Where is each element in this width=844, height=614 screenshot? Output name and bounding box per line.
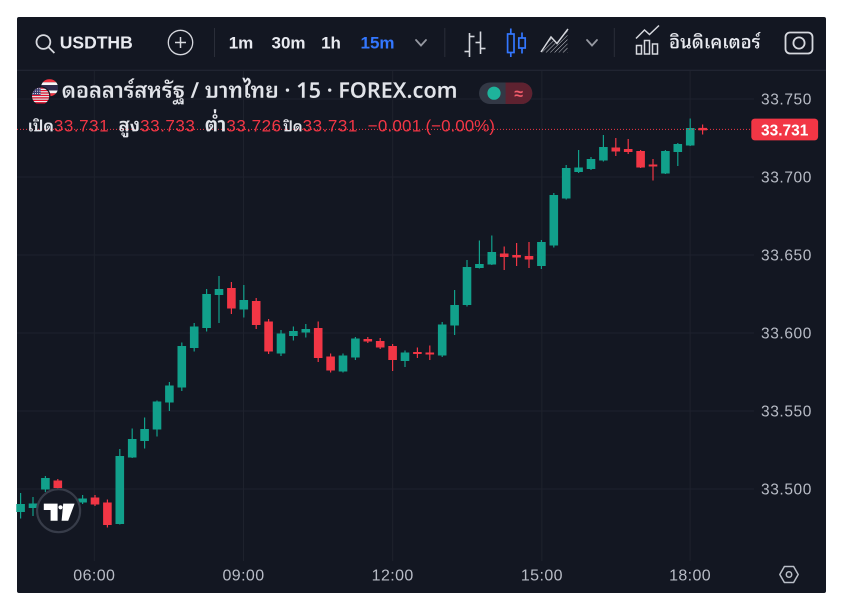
svg-text:15m: 15m [360, 33, 394, 52]
svg-text:(−0.00%): (−0.00%) [426, 116, 495, 135]
svg-text:09:00: 09:00 [222, 568, 264, 585]
svg-text:33.500: 33.500 [761, 482, 812, 499]
svg-text:33.731: 33.731 [303, 116, 358, 135]
svg-text:18:00: 18:00 [669, 568, 711, 585]
svg-text:33.731: 33.731 [761, 123, 809, 140]
svg-text:1m: 1m [229, 33, 254, 52]
svg-text:≈: ≈ [514, 86, 523, 103]
svg-text:USDTHB: USDTHB [60, 33, 133, 53]
svg-text:33.650: 33.650 [761, 248, 812, 265]
svg-text:−0.001: −0.001 [368, 116, 422, 135]
svg-text:06:00: 06:00 [73, 568, 115, 585]
svg-text:15:00: 15:00 [521, 568, 563, 585]
svg-text:33.733: 33.733 [140, 116, 195, 135]
svg-text:33.731: 33.731 [54, 116, 109, 135]
svg-text:33.726: 33.726 [226, 116, 281, 135]
svg-text:33.700: 33.700 [761, 170, 812, 187]
svg-text:12:00: 12:00 [372, 568, 414, 585]
svg-text:1h: 1h [321, 33, 341, 52]
svg-text:33.750: 33.750 [761, 92, 812, 109]
svg-text:33.550: 33.550 [761, 404, 812, 421]
svg-text:33.600: 33.600 [761, 326, 812, 343]
svg-text:30m: 30m [271, 33, 305, 52]
